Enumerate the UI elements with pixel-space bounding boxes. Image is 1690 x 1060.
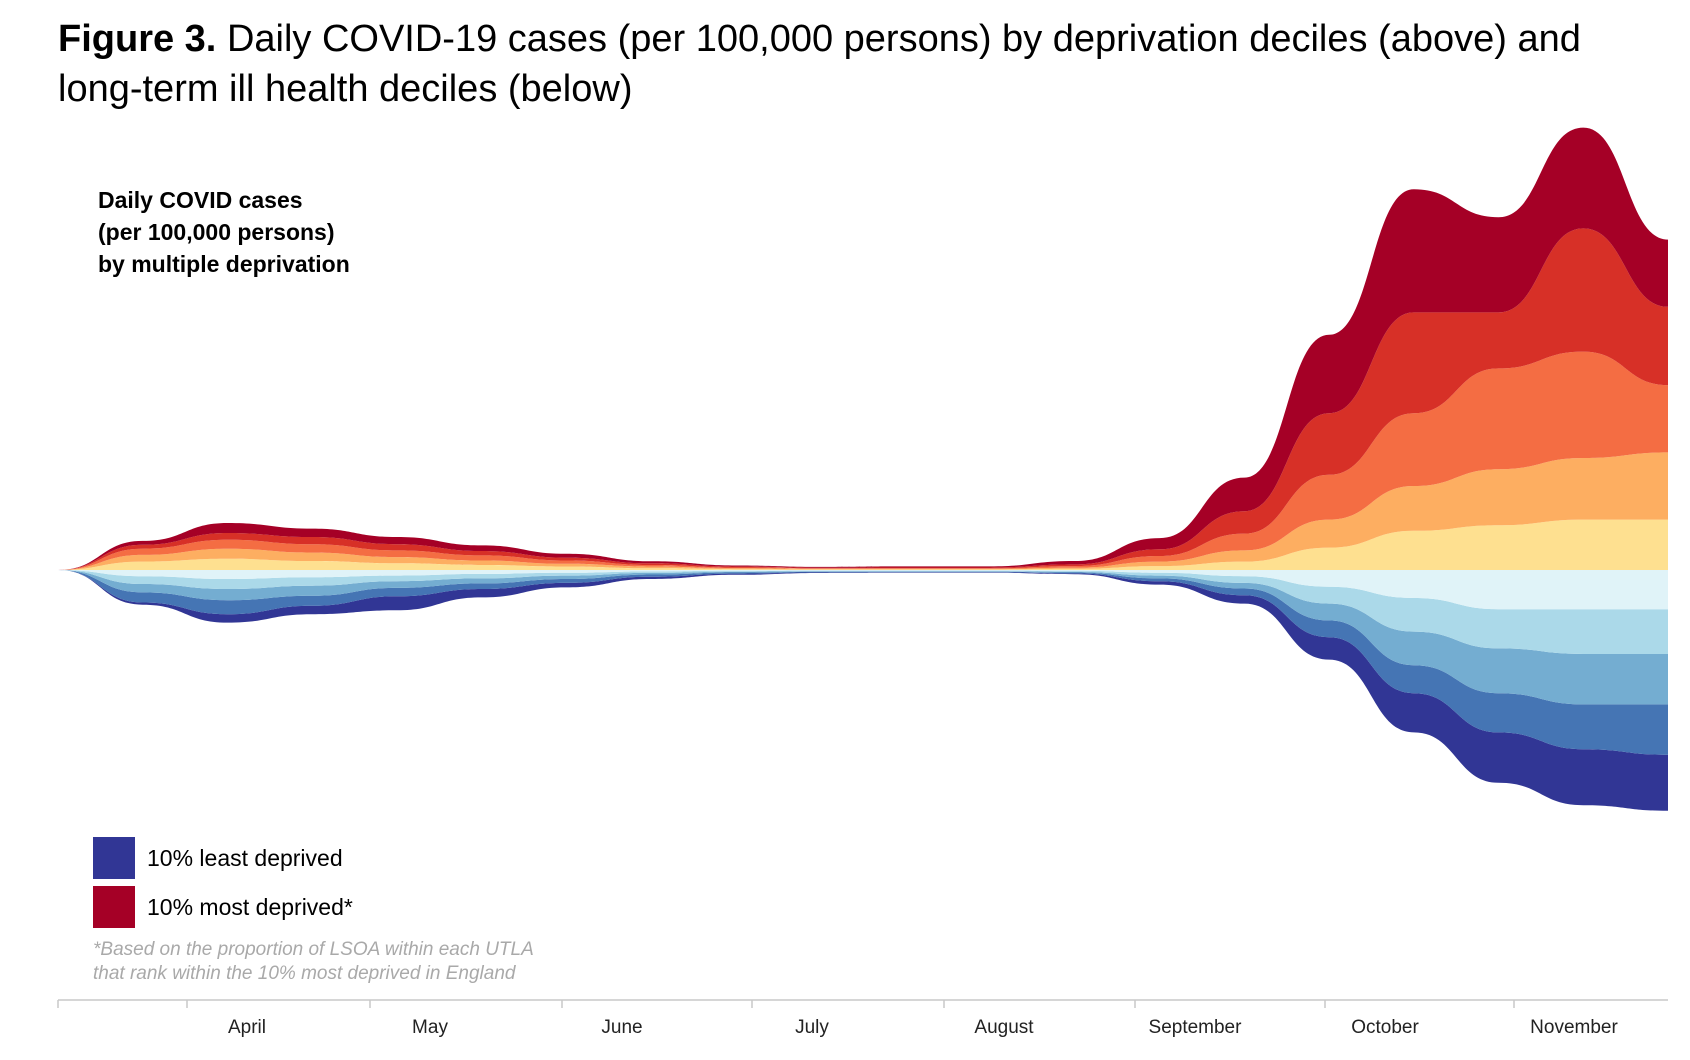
stream-layer-7: [58, 452, 1668, 570]
x-axis-ticks: April May June July August September October No…: [57, 1000, 1618, 1038]
stream-layer-5: [58, 570, 1668, 610]
stream-layer-6: [58, 519, 1668, 570]
footnote-line-1: *Based on the proportion of LSOA within …: [93, 939, 534, 960]
chart-footnote: *Based on the proportion of LSOA within …: [93, 938, 534, 986]
legend-label-least-deprived: 10% least deprived: [147, 844, 343, 871]
chart-title-line-3: by multiple deprivation: [98, 251, 350, 277]
figure-caption: Figure 3. Daily COVID-19 cases (per 100,…: [58, 14, 1658, 114]
x-tick-label-september: September: [1149, 1017, 1243, 1038]
legend-label-most-deprived: 10% most deprived*: [147, 893, 353, 920]
legend-swatch-least-deprived: [93, 837, 135, 879]
stream-layer-9: [58, 228, 1668, 570]
stream-layer-4: [58, 570, 1668, 654]
stream-layers: [58, 127, 1668, 811]
x-tick-label-july: July: [795, 1017, 829, 1038]
chart-title-line-1: Daily COVID cases: [98, 187, 303, 213]
x-tick-label-june: June: [601, 1017, 642, 1038]
footnote-line-2: that rank within the 10% most deprived i…: [93, 963, 516, 984]
x-tick-label-april: April: [228, 1017, 266, 1038]
legend-item-most-deprived: 10% most deprived*: [93, 886, 353, 928]
stream-layer-10: [58, 127, 1668, 570]
figure-number: Figure 3.: [58, 18, 217, 60]
chart-inset-title: Daily COVID cases (per 100,000 persons) …: [98, 184, 350, 280]
x-tick-label-november: November: [1530, 1017, 1618, 1038]
legend-item-least-deprived: 10% least deprived: [93, 837, 343, 879]
x-tick-label-october: October: [1351, 1017, 1419, 1038]
legend-swatch-most-deprived: [93, 886, 135, 928]
figure-caption-text: Daily COVID-19 cases (per 100,000 person…: [58, 18, 1581, 110]
x-tick-label-may: May: [412, 1017, 448, 1038]
stream-layer-3: [58, 570, 1668, 705]
chart-title-line-2: (per 100,000 persons): [98, 219, 335, 245]
x-tick-label-august: August: [974, 1017, 1034, 1038]
stream-layer-8: [58, 351, 1668, 570]
